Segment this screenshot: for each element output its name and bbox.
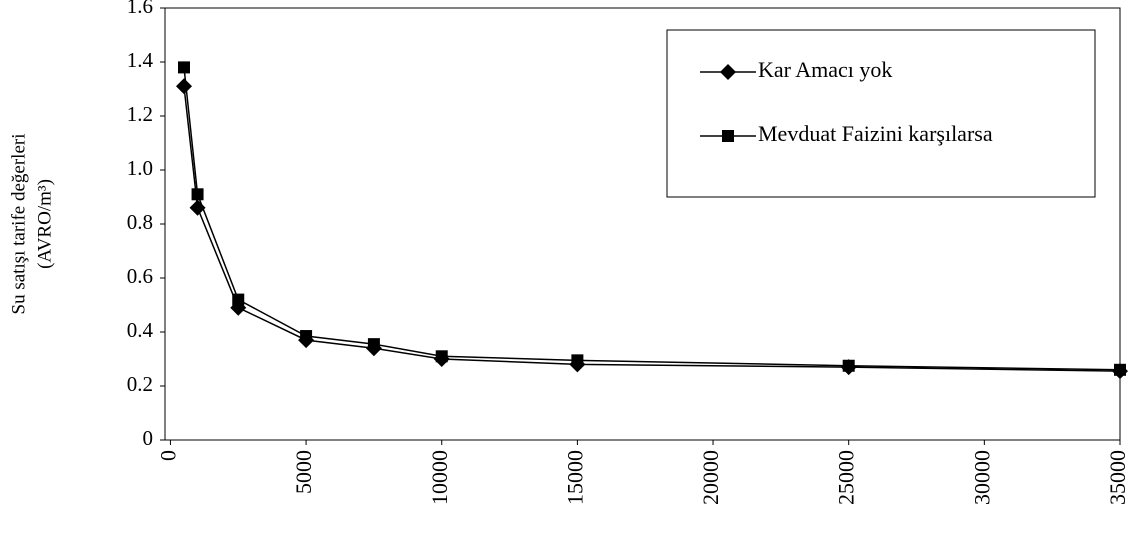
data-point <box>232 293 245 306</box>
x-tick-label: 10000 <box>427 450 452 505</box>
legend-marker <box>722 130 734 142</box>
y-tick-label: 0.4 <box>127 318 154 342</box>
y-axis-label: Su satışı tarife değerleri <box>8 134 29 315</box>
y-tick-label: 0 <box>143 426 154 450</box>
y-tick-label: 1.0 <box>127 156 153 180</box>
x-tick-label: 30000 <box>969 450 994 505</box>
y-tick-label: 0.2 <box>127 372 153 396</box>
x-tick-label: 20000 <box>698 450 723 505</box>
x-tick-label: 15000 <box>562 450 587 505</box>
y-tick-label: 1.4 <box>127 48 154 72</box>
data-point <box>367 338 380 351</box>
legend-box <box>666 29 1096 198</box>
legend: Kar Amacı yok Mevduat Faizini karşılarsa <box>666 29 1096 198</box>
y-tick-label: 0.6 <box>127 264 153 288</box>
legend-label: Mevduat Faizini karşılarsa <box>758 121 993 146</box>
x-tick-label: 25000 <box>834 450 859 505</box>
data-point <box>191 188 204 201</box>
y-tick-label: 1.6 <box>127 0 153 18</box>
x-tick-label: 0 <box>155 450 180 461</box>
data-point <box>842 359 855 372</box>
data-point <box>1114 363 1126 376</box>
x-tick-label: 5000 <box>291 450 316 494</box>
data-point <box>571 354 584 367</box>
y-tick-label: 1.2 <box>127 102 153 126</box>
y-axis-unit: (AVRO/m³) <box>34 179 55 269</box>
data-point <box>177 61 190 74</box>
data-point <box>300 330 313 343</box>
data-point <box>175 78 192 95</box>
legend-label: Kar Amacı yok <box>758 57 892 82</box>
data-point <box>435 350 448 363</box>
x-tick-label: 35000 <box>1105 450 1130 505</box>
legend-marker <box>720 64 736 80</box>
y-tick-label: 0.8 <box>127 210 153 234</box>
